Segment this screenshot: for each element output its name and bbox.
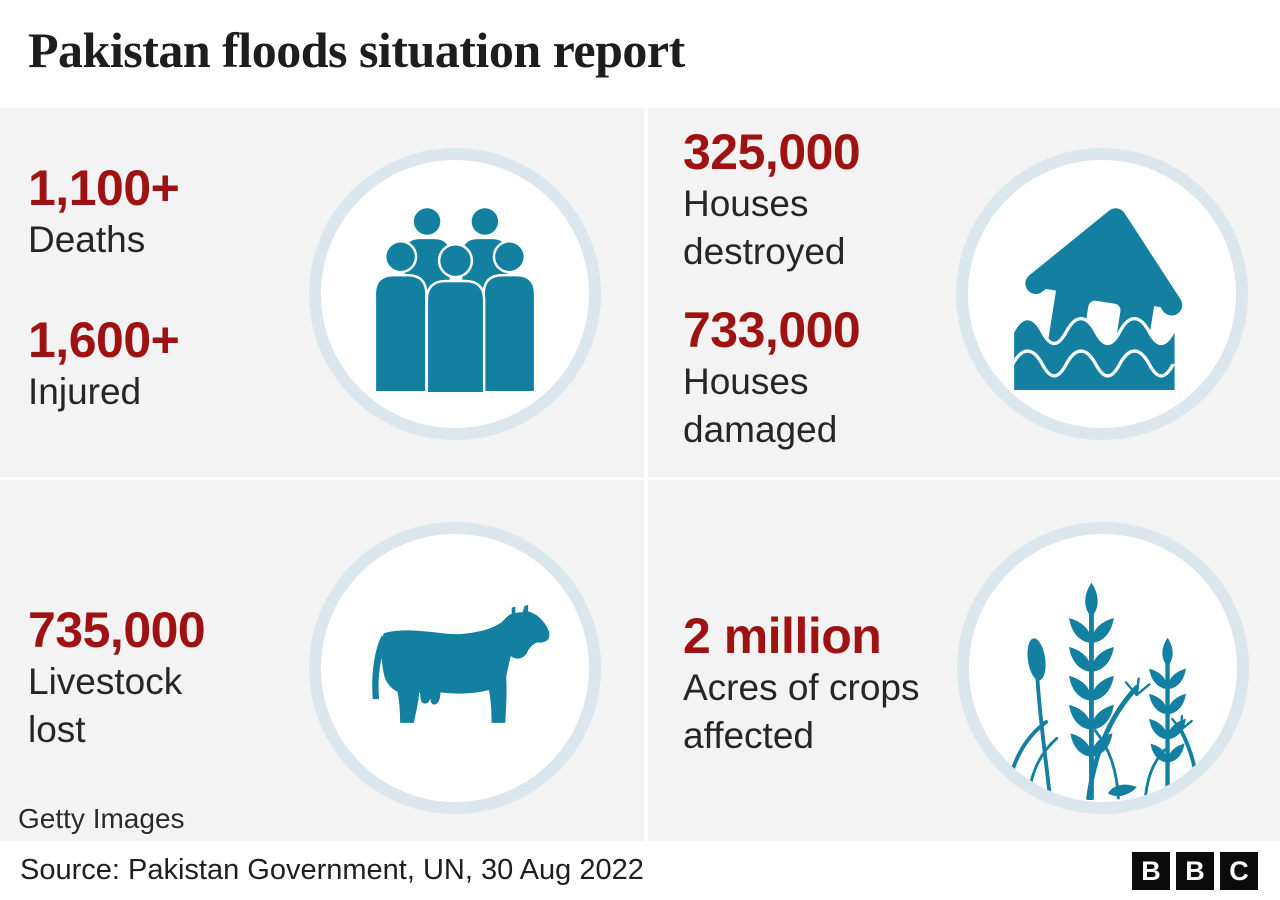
source-text: Source: Pakistan Government, UN, 30 Aug … — [20, 854, 644, 886]
people-group-icon — [373, 205, 537, 392]
cow-icon — [372, 604, 550, 723]
panel-crops: 2 million Acres of crops affected — [648, 480, 1280, 841]
image-attribution: Getty Images — [18, 803, 185, 834]
livestock-label: Livestock lost — [28, 661, 183, 750]
flooded-house-icon — [1011, 207, 1183, 390]
bbc-logo-block: B — [1176, 852, 1214, 890]
bbc-logo-block: B — [1132, 852, 1170, 890]
stat-injured: 1,600+ Injured — [28, 312, 180, 416]
injured-value: 1,600+ — [28, 312, 180, 368]
injured-label: Injured — [28, 371, 142, 412]
houses-damaged-value: 733,000 — [683, 302, 861, 358]
panel-livestock: 735,000 Livestock lost Getty Images — [0, 480, 644, 841]
livestock-stats: 735,000 Livestock lost — [28, 602, 213, 754]
wheat-crops-icon — [1003, 582, 1201, 800]
deaths-value: 1,100+ — [28, 160, 180, 216]
deaths-label: Deaths — [28, 219, 146, 260]
livestock-value: 735,000 — [28, 602, 206, 658]
panel-casualties: 1,100+ Deaths 1,600+ Injured — [0, 108, 644, 477]
houses-destroyed-label: Houses destroyed — [683, 183, 846, 272]
stat-deaths: 1,100+ Deaths — [28, 160, 180, 264]
panel-housing: 325,000 Houses destroyed 733,000 Houses … — [648, 108, 1280, 477]
wave-back — [1011, 348, 1178, 390]
stat-houses-damaged: 733,000 Houses damaged — [683, 302, 893, 454]
icon-circle — [956, 148, 1248, 440]
stat-crops: 2 million Acres of crops affected — [683, 608, 923, 760]
houses-destroyed-value: 325,000 — [683, 124, 861, 180]
crops-stats: 2 million Acres of crops affected — [683, 608, 923, 760]
icon-circle — [309, 148, 601, 440]
bbc-logo-block: C — [1220, 852, 1258, 890]
icon-circle — [957, 522, 1249, 814]
stat-houses-destroyed: 325,000 Houses destroyed — [683, 124, 893, 276]
houses-damaged-label: Houses damaged — [683, 361, 838, 450]
crops-value: 2 million — [683, 608, 882, 664]
casualties-stats: 1,100+ Deaths 1,600+ Injured — [28, 160, 180, 416]
bbc-logo: B B C — [1132, 852, 1258, 890]
millet-head — [1027, 638, 1046, 681]
millet-stem — [1035, 677, 1052, 800]
crops-label: Acres of crops affected — [683, 667, 920, 756]
page-title: Pakistan floods situation report — [28, 22, 685, 78]
cow-body — [381, 604, 550, 723]
stat-livestock: 735,000 Livestock lost — [28, 602, 213, 754]
icon-circle — [309, 522, 601, 814]
housing-stats: 325,000 Houses destroyed 733,000 Houses … — [683, 124, 893, 454]
